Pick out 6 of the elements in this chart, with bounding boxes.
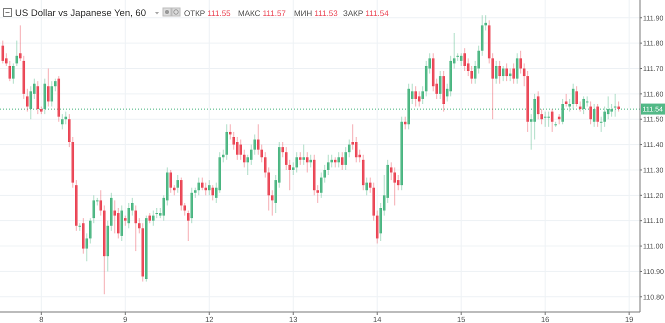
annotation: ОТКР 111.55 [184,9,232,18]
annotation: ЗАКР 111.54 [343,9,390,18]
annotation: МАКС 111.57 [238,9,286,18]
text: US Dollar vs Japanese Yen, 60 [15,8,146,19]
candlestick [78,222,82,232]
annotation: МИН 111.53 [294,9,338,18]
